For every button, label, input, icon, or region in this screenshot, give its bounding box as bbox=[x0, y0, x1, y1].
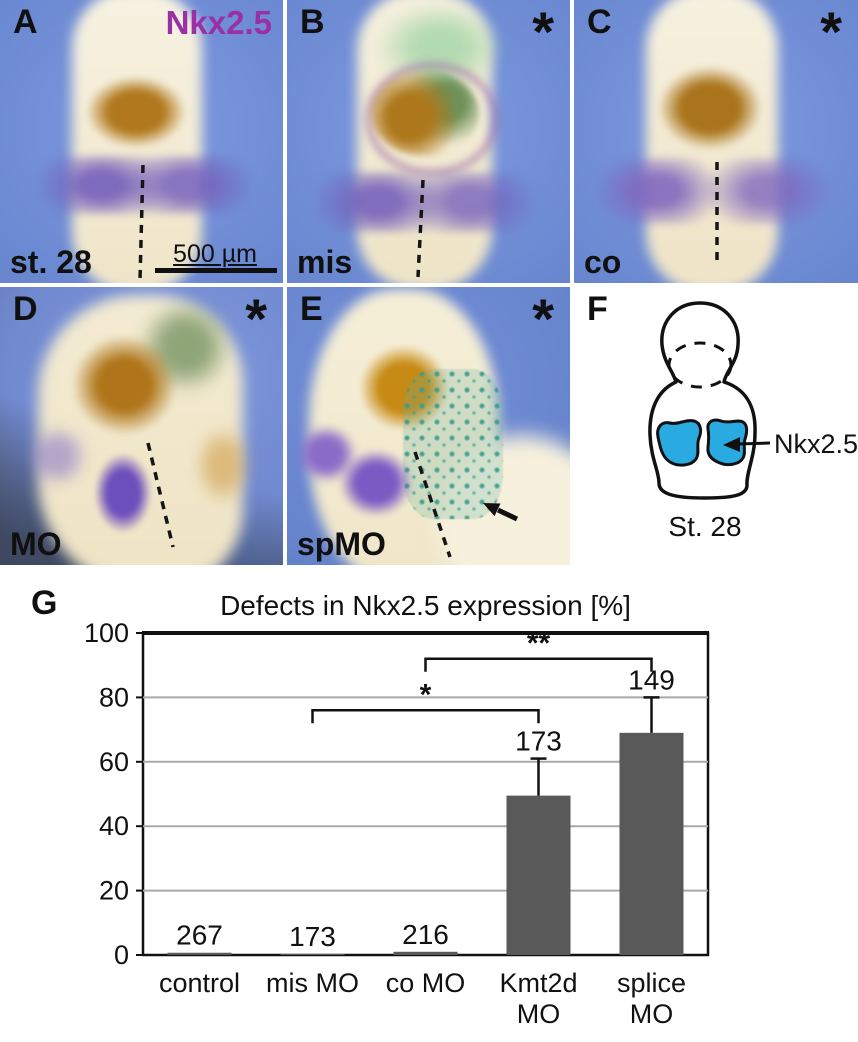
panel-g-chart: 0 20 40 60 80 100 267 control 173 mis MO 216 co MO 1… bbox=[0, 580, 858, 1042]
x-tick-label-4-1: MO bbox=[630, 999, 674, 1029]
panel-letter-g: G bbox=[31, 584, 58, 622]
y-tick-label-0: 0 bbox=[114, 940, 129, 970]
nkx25-domain-left bbox=[656, 419, 703, 467]
cement-gland-a bbox=[86, 76, 186, 148]
schematic-gene-label: Nkx2.5 bbox=[774, 429, 858, 459]
panel-c: C * co bbox=[574, 0, 858, 283]
panel-a: A Nkx2.5 st. 28 500 µm bbox=[0, 0, 283, 283]
n-label-co-MO: 216 bbox=[402, 919, 449, 950]
x-tick-label-4-0: splice bbox=[617, 968, 686, 998]
significance-label-1: ** bbox=[527, 627, 551, 660]
panel-letter-d: D bbox=[13, 290, 38, 328]
significance-bracket-1 bbox=[424, 657, 653, 672]
injected-side-asterisk: * bbox=[820, 0, 842, 63]
bar-control bbox=[167, 952, 232, 955]
schematic-stage-label: St. 28 bbox=[668, 511, 741, 542]
treatment-label-c: co bbox=[584, 244, 622, 280]
cement-gland-b bbox=[371, 70, 479, 156]
nkx25-domain-right bbox=[706, 418, 749, 467]
x-tick-label-0-0: control bbox=[159, 968, 240, 998]
panel-letter-e: E bbox=[300, 290, 323, 328]
bar-splice-MO bbox=[619, 732, 684, 955]
panel-letter-f: F bbox=[587, 290, 608, 328]
x-tick-label-3-0: Kmt2d bbox=[499, 968, 577, 998]
n-label-Kmt2d-MO: 173 bbox=[515, 726, 562, 757]
panel-letter-c: C bbox=[587, 3, 612, 41]
nkx25-stain-b bbox=[317, 172, 537, 232]
x-tick-label-2-0: co MO bbox=[386, 968, 466, 998]
panel-d: D * MO bbox=[0, 287, 283, 565]
nkx25-stain-d bbox=[94, 453, 152, 533]
y-tick-label-100: 100 bbox=[84, 618, 129, 648]
y-tick-label-40: 40 bbox=[99, 811, 129, 841]
lacz-speckles-e bbox=[403, 369, 503, 519]
panel-letter-a: A bbox=[13, 3, 38, 41]
embryo-outline bbox=[648, 301, 757, 500]
embryo-schematic: Nkx2.5 St. 28 bbox=[648, 301, 858, 542]
panel-b: B * mis bbox=[287, 0, 570, 283]
y-tick-label-20: 20 bbox=[99, 876, 129, 906]
n-label-control: 267 bbox=[176, 920, 223, 951]
panel-f: Nkx2.5 St. 28 F bbox=[574, 287, 858, 565]
bar-mis-MO bbox=[280, 954, 345, 956]
cement-gland-c bbox=[658, 66, 762, 150]
stage-label-a: st. 28 bbox=[10, 244, 92, 280]
cement-gland-d bbox=[72, 335, 177, 435]
x-tick-label-1-0: mis MO bbox=[266, 968, 359, 998]
x-tick-label-3-1: MO bbox=[517, 999, 561, 1029]
bar-co-MO bbox=[393, 951, 458, 955]
nkx25-stain-a bbox=[38, 156, 250, 214]
bar-Kmt2d-MO bbox=[506, 795, 571, 955]
treatment-label-e: spMO bbox=[297, 526, 386, 562]
treatment-label-d: MO bbox=[10, 526, 62, 562]
n-label-mis-MO: 173 bbox=[289, 921, 336, 952]
nkx25-stain-e bbox=[339, 449, 413, 517]
nkx25-stain-c bbox=[600, 158, 830, 224]
injected-side-asterisk: * bbox=[532, 0, 554, 63]
injected-side-asterisk: * bbox=[245, 287, 267, 350]
tissue-bump-d bbox=[194, 425, 252, 505]
panel-e: E * spMO bbox=[287, 287, 570, 565]
schematic-arrow bbox=[723, 437, 771, 452]
bar-chart-svg: 0 20 40 60 80 100 267 control 173 mis MO 216 co MO 1… bbox=[84, 590, 710, 1029]
y-tick-label-60: 60 bbox=[99, 747, 129, 777]
significance-label-0: * bbox=[420, 678, 432, 711]
panel-letter-b: B bbox=[300, 3, 325, 41]
nkx25-stain-d-left bbox=[26, 425, 88, 487]
y-tick-label-80: 80 bbox=[99, 682, 129, 712]
chart-title: Defects in Nkx2.5 expression [%] bbox=[220, 590, 631, 621]
treatment-label-b: mis bbox=[297, 244, 353, 280]
scalebar-line bbox=[155, 268, 277, 273]
gene-name-label: Nkx2.5 bbox=[165, 4, 272, 41]
significance-bracket-0 bbox=[311, 709, 540, 724]
scalebar-label: 500 µm bbox=[173, 240, 257, 268]
cement-gland-dashed-ellipse bbox=[667, 341, 733, 389]
injected-side-asterisk: * bbox=[532, 287, 554, 350]
